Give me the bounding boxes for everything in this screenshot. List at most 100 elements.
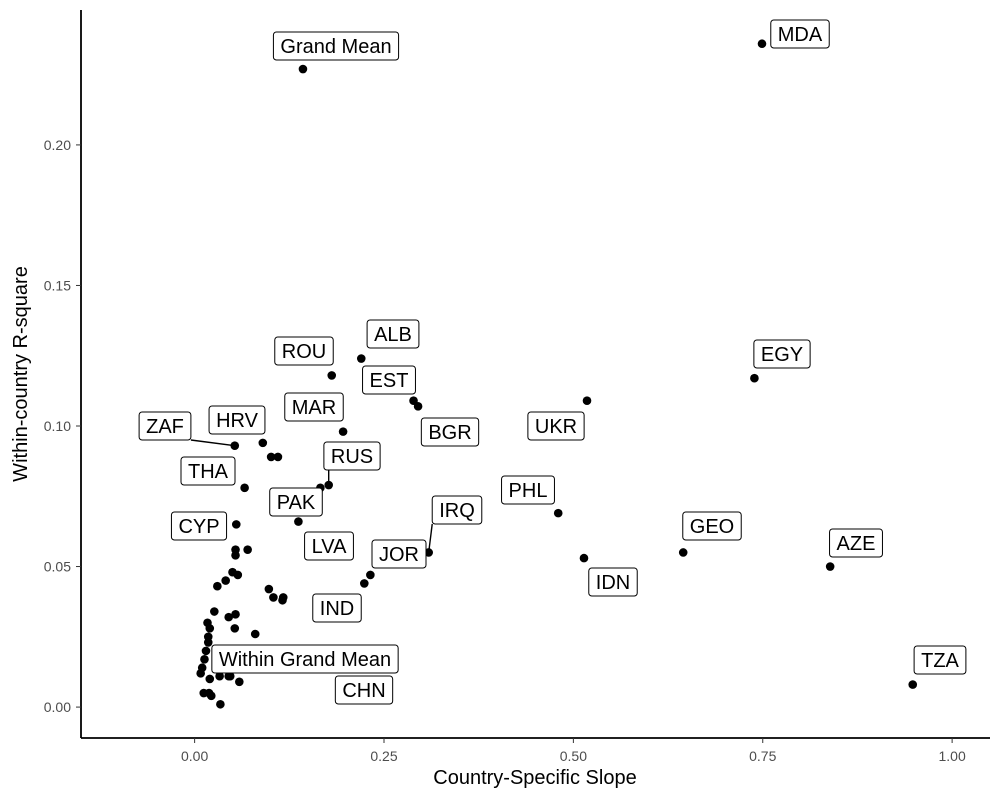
- label-box: [362, 365, 416, 395]
- label-text: AZE: [837, 533, 876, 555]
- data-point: [200, 654, 209, 664]
- label-text: IND: [320, 598, 354, 620]
- label-cyp: CYP: [170, 511, 228, 541]
- label-box: [312, 593, 362, 623]
- axes: 0.00 0.25 0.50 0.75 1.00 0.00 0.05 0.10 0.15 0.2…: [10, 10, 990, 789]
- label-box: [304, 531, 354, 561]
- label-text: LVA: [312, 536, 347, 558]
- label-rus: RUS: [323, 441, 381, 471]
- point-grand-mean: [298, 64, 308, 74]
- data-point: [205, 674, 215, 684]
- label-box: [371, 539, 427, 569]
- point-rus: [324, 480, 334, 490]
- label-egy: EGY: [753, 339, 811, 369]
- data-point: [250, 629, 260, 639]
- label-aze: AZE: [829, 528, 883, 558]
- data-point: [233, 570, 243, 580]
- data-point: [230, 624, 240, 633]
- label-hrv: HRV: [208, 405, 266, 435]
- point-zaf: [230, 441, 240, 450]
- data-point: [224, 612, 234, 622]
- label-bgr: BGR: [420, 417, 480, 447]
- label-jor: JOR: [371, 539, 427, 569]
- data-point: [206, 691, 216, 701]
- data-point: [266, 452, 276, 462]
- label-rou: ROU: [274, 336, 334, 366]
- point-tza: [908, 680, 918, 689]
- point-chn: [235, 677, 244, 687]
- point-idn: [579, 553, 589, 563]
- point-ukr: [582, 396, 592, 406]
- data-point: [269, 593, 278, 602]
- label-text: EGY: [761, 344, 803, 366]
- label-box: [366, 319, 420, 349]
- label-box: [753, 339, 811, 369]
- data-point: [221, 576, 230, 585]
- label-box: [284, 392, 344, 422]
- label-chn: CHN: [334, 675, 394, 705]
- label-text: CHN: [342, 680, 385, 702]
- point-geo: [678, 548, 688, 557]
- label-ukr: UKR: [527, 411, 585, 441]
- connector-zaf: [190, 439, 235, 447]
- point-mar: [338, 427, 348, 436]
- y-tick-label: 0.20: [44, 137, 71, 153]
- label-box: [682, 511, 742, 541]
- label-irq: IRQ: [431, 495, 483, 525]
- data-point: [264, 584, 274, 594]
- label-text: TZA: [921, 650, 959, 672]
- label-tza: TZA: [913, 645, 967, 675]
- x-tick-label: 0.25: [370, 748, 397, 764]
- point-jor: [366, 570, 375, 580]
- point-mda: [757, 39, 767, 49]
- y-tick-label: 0.10: [44, 418, 71, 434]
- data-point: [216, 699, 225, 709]
- data-point: [205, 624, 215, 633]
- label-text: PHL: [509, 480, 548, 502]
- y-axis-title: Within-country R-square: [10, 266, 32, 482]
- point-rou: [327, 371, 337, 380]
- label-text: MDA: [778, 24, 823, 46]
- x-axis-ticks: 0.00 0.25 0.50 0.75 1.00: [181, 738, 966, 764]
- label-phl: PHL: [501, 475, 555, 505]
- data-point: [243, 545, 252, 554]
- x-tick-label: 0.50: [560, 748, 587, 764]
- data-point: [213, 581, 222, 591]
- point-phl: [553, 508, 563, 518]
- point-aze: [825, 562, 835, 571]
- label-text: CYP: [178, 516, 219, 538]
- label-text: PAK: [277, 492, 316, 514]
- data-point: [225, 671, 235, 681]
- label-pak: PAK: [269, 487, 323, 517]
- label-est: EST: [362, 365, 416, 395]
- point-irq: [424, 548, 433, 557]
- label-text: Grand Mean: [280, 36, 391, 58]
- label-box: [274, 336, 334, 366]
- data-point: [210, 607, 219, 616]
- data-points: [196, 39, 918, 709]
- label-box: [208, 405, 266, 435]
- y-tick-label: 0.05: [44, 559, 71, 575]
- data-point: [360, 579, 369, 588]
- label-grand-mean: Grand Mean: [272, 31, 400, 61]
- label-box: [770, 19, 830, 49]
- data-point: [196, 669, 205, 678]
- label-idn: IDN: [588, 567, 638, 597]
- label-box: [138, 411, 192, 441]
- label-text: BGR: [428, 422, 471, 444]
- data-point: [203, 638, 213, 647]
- data-point: [201, 646, 211, 656]
- label-text: UKR: [535, 416, 577, 438]
- label-text: ZAF: [146, 416, 184, 438]
- label-text: MAR: [292, 397, 336, 419]
- label-box: [334, 675, 394, 705]
- label-box: [211, 644, 399, 674]
- label-text: Within Grand Mean: [219, 649, 391, 671]
- label-box: [170, 511, 228, 541]
- data-point: [278, 593, 288, 602]
- label-box: [272, 31, 400, 61]
- label-text: HRV: [216, 410, 259, 432]
- x-tick-label: 0.00: [181, 748, 208, 764]
- label-box: [829, 528, 883, 558]
- y-tick-label: 0.15: [44, 277, 71, 293]
